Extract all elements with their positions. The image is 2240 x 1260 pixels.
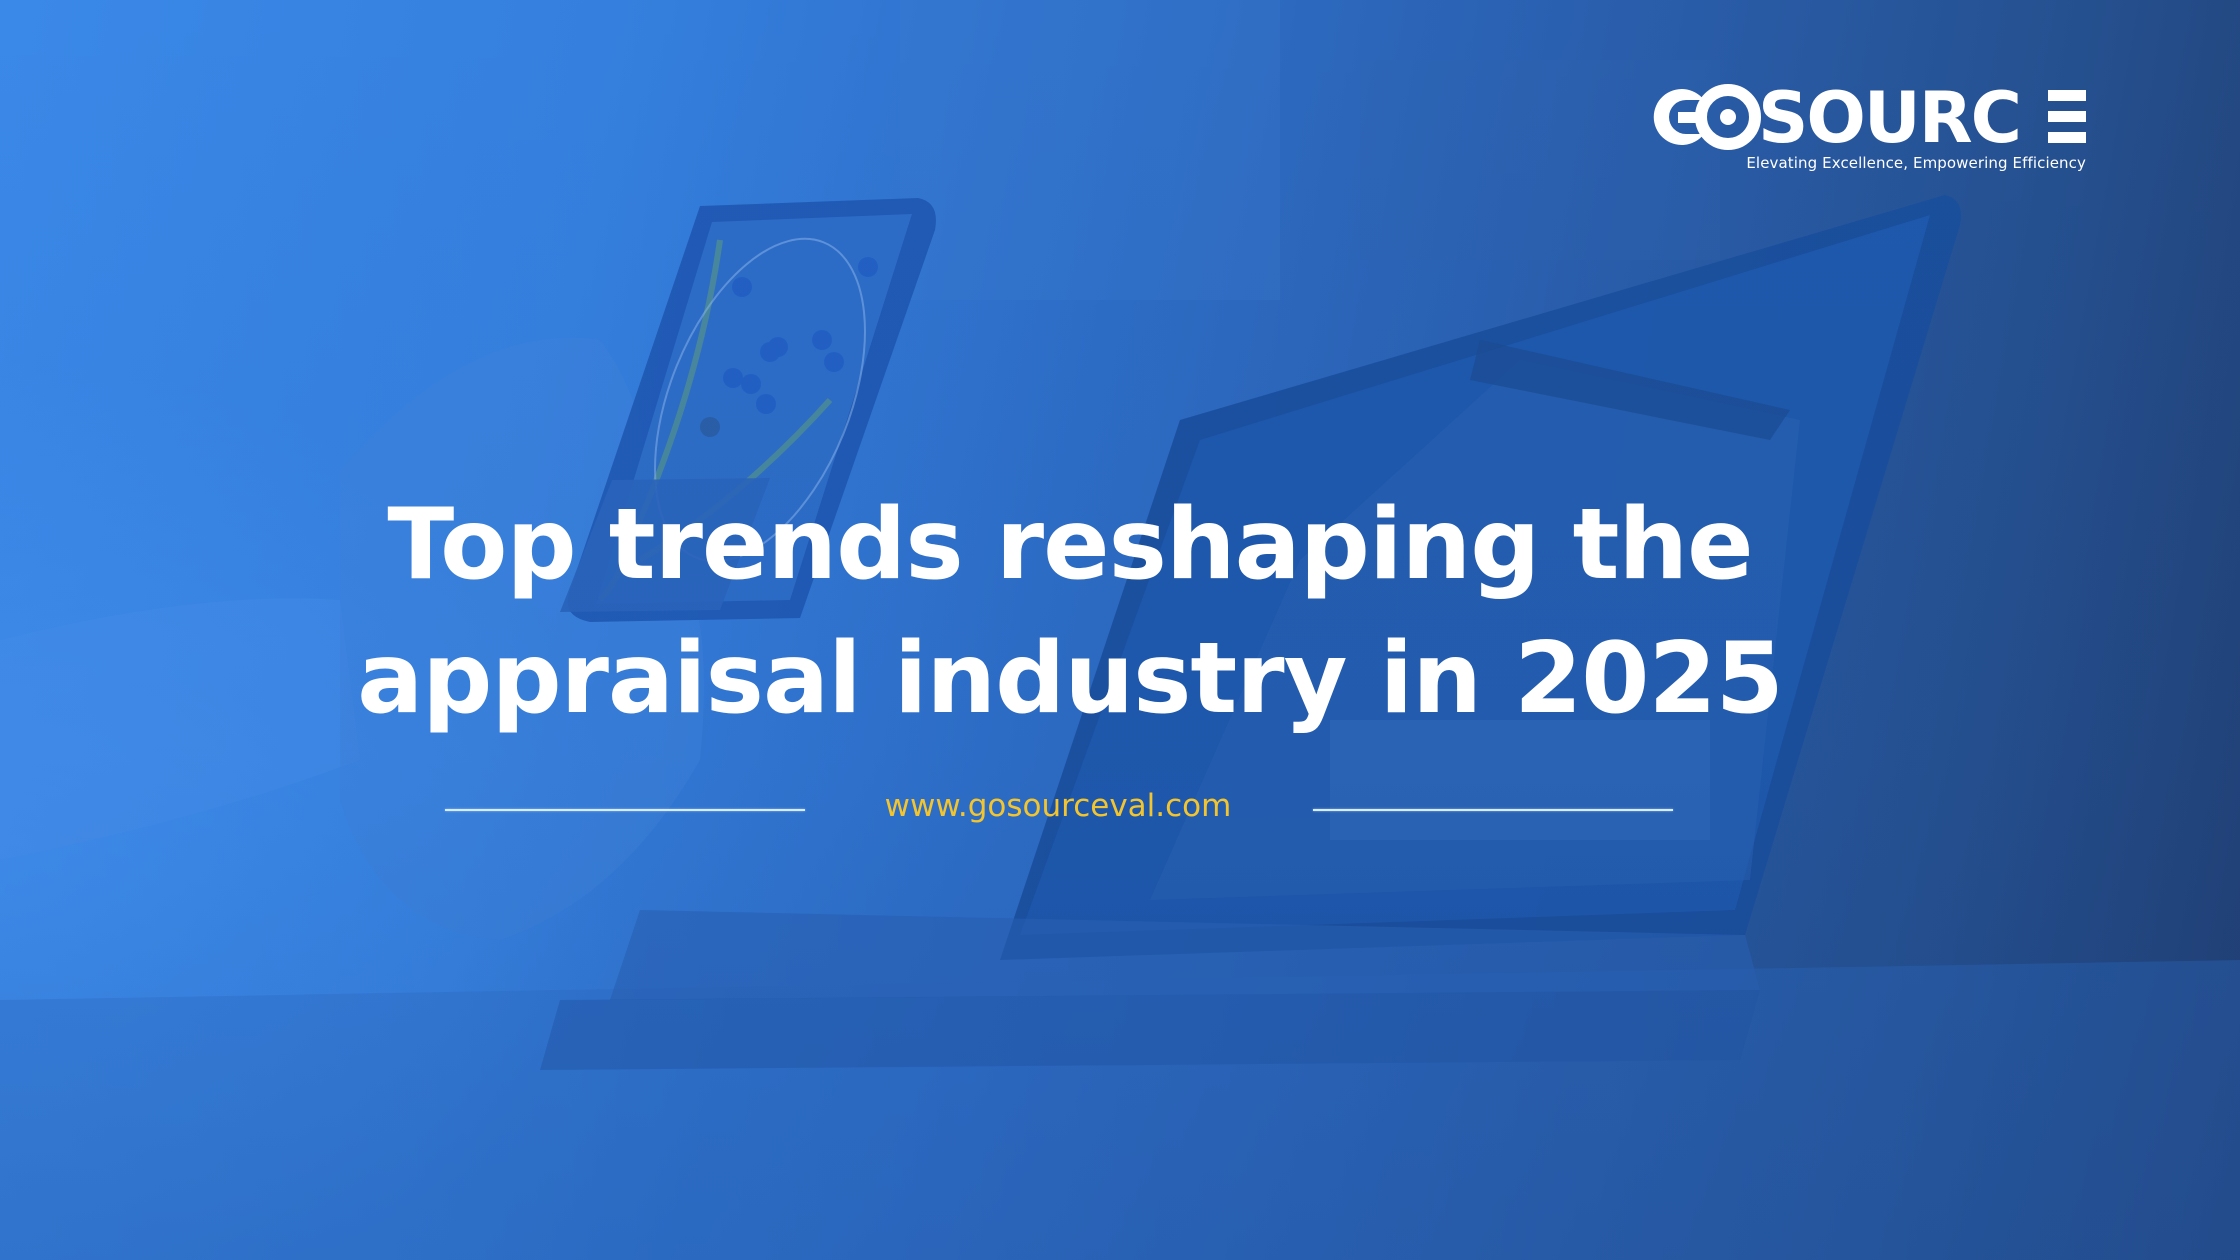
page-title: Top trends reshaping the appraisal indus… [0,478,2140,746]
website-link[interactable]: www.gosourceval.com [884,788,1232,824]
gosource-logo: SOURC Elevating Excellence, Empowering E… [1646,84,2088,176]
logo-wordmark: SOURC [1653,84,2086,150]
divider-left [445,809,805,811]
laptop-illustration [540,195,1961,1070]
title-line-2: appraisal industry in 2025 [357,622,1784,736]
divider-right [1313,809,1673,811]
logo-tagline: Elevating Excellence, Empowering Efficie… [1746,154,2086,172]
svg-text:SOURC: SOURC [1758,84,2020,150]
phone-illustration [560,198,936,622]
title-line-1: Top trends reshaping the [387,488,1753,602]
